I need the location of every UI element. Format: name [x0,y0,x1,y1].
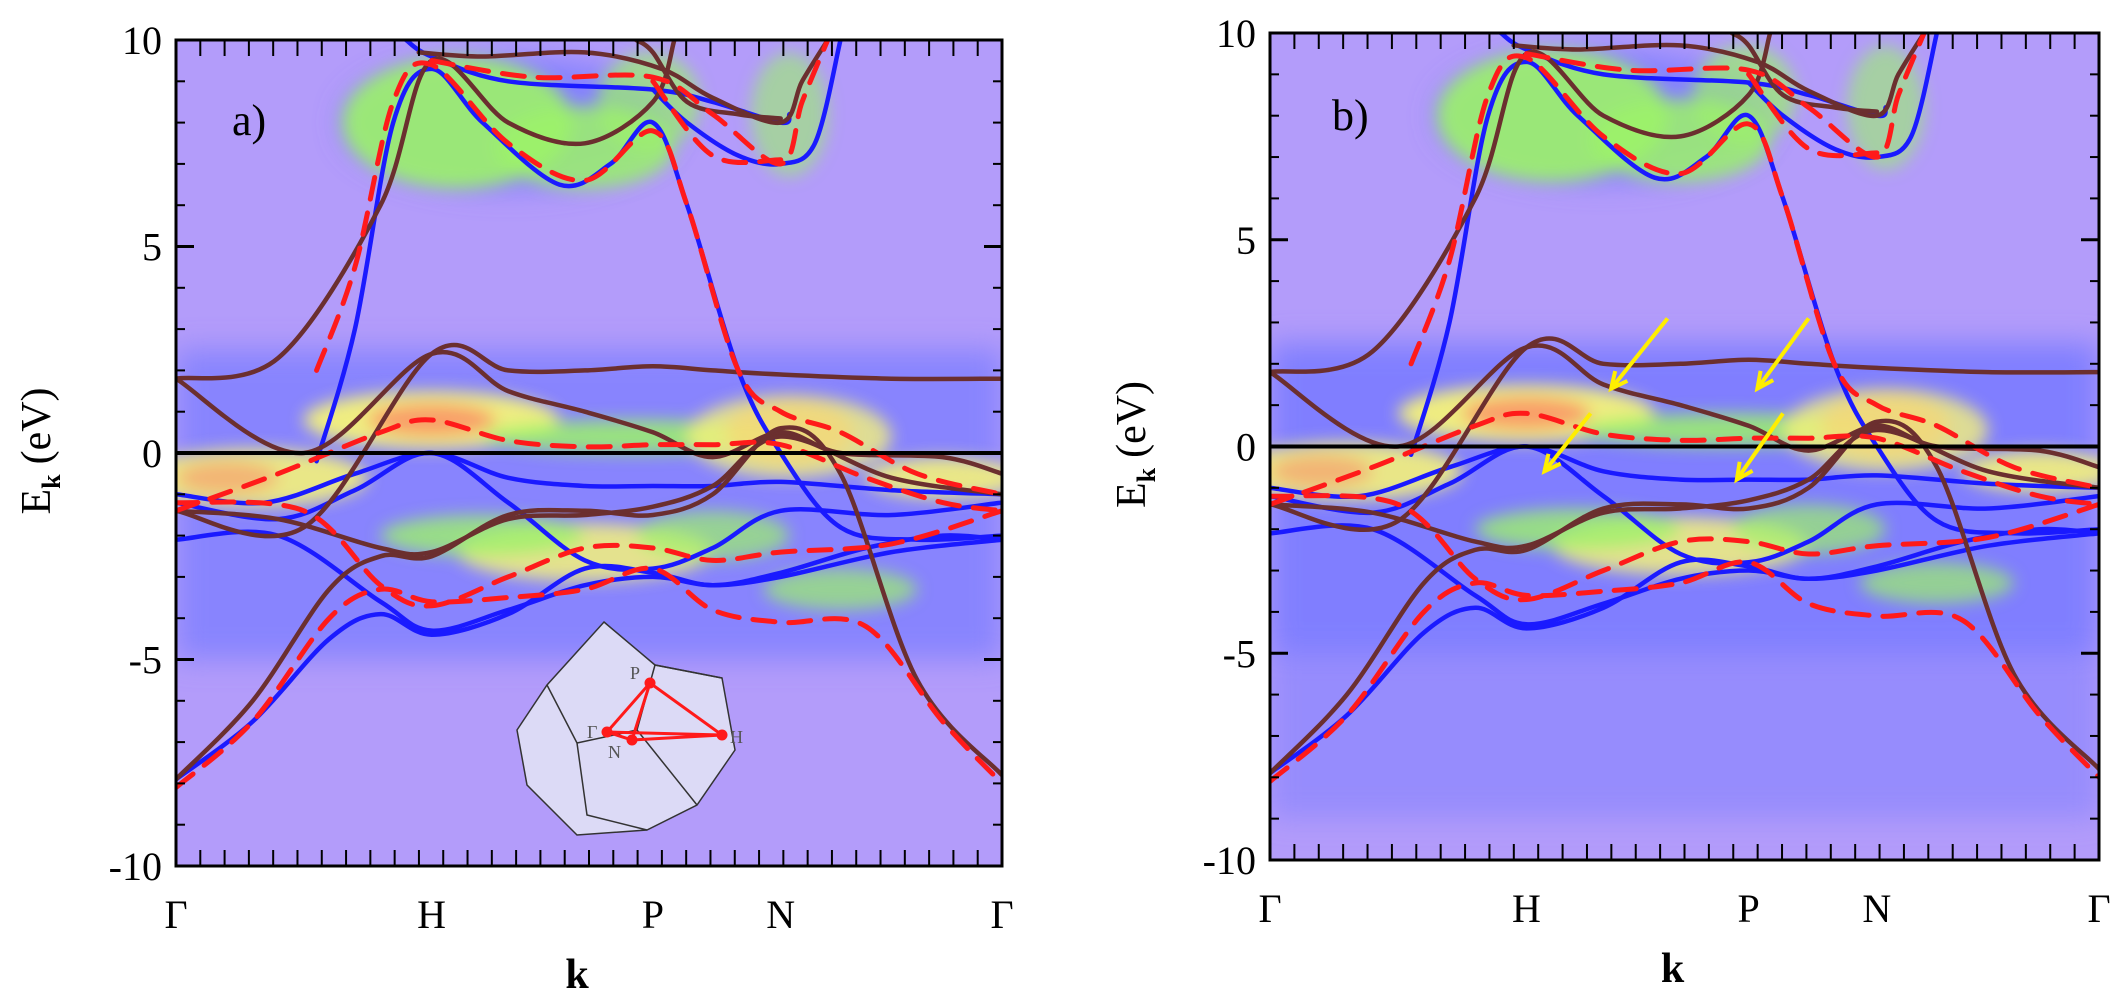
band-quasiparticle [429,40,831,167]
bz-point [644,677,656,689]
band-dft [1270,444,2099,500]
bz-label: P [630,663,640,683]
band-dft [1408,59,2099,536]
blue-band-region [176,349,1002,660]
y-tick-label: 5 [1236,218,1256,263]
band-quasiparticle [176,499,1002,609]
blue-lower-region [1270,653,2099,819]
band-quasiparticle [314,60,1002,497]
x-axis-label: k [1661,946,1685,992]
band-brown [176,342,1002,539]
x-tick-label: H [417,892,446,937]
bz-point [716,729,728,741]
band-brown [1270,336,2099,532]
x-tick-label: N [766,892,795,937]
band-quasiparticle [176,565,1002,791]
x-tick-label: Γ [164,892,187,937]
band-quasiparticle [1524,33,1927,160]
bz-point [601,726,613,738]
spectral-intensity-map [1270,33,2099,860]
yellow-arrow-head [1541,453,1562,475]
brillouin-zone-inset: P ΓN H [516,620,743,836]
yellow-arrow [1735,412,1785,481]
annotation-arrows [1541,317,1811,484]
x-axis-label: k [565,952,589,998]
x-tick-label: P [1737,886,1759,931]
bz-edge [654,664,723,679]
band-quasiparticle [1746,71,1880,159]
y-tick-label: 5 [142,225,162,270]
band-dft [176,450,1002,506]
y-tick-label: 0 [1236,425,1256,470]
y-axis-label: Ek (eV) [1109,381,1161,508]
intensity-blob [1731,504,1886,555]
yellow-arrow [1755,317,1811,390]
band-quasiparticle [1270,559,2099,784]
blue-band-region [1270,343,2099,654]
y-axis-label-sub: k [37,474,66,489]
y-tick-label: 0 [142,431,162,476]
band-quasiparticle [176,417,1002,514]
x-tick-label: Γ [990,892,1013,937]
band-brown [1270,33,1773,375]
intensity-blob [636,510,790,561]
band-brown [633,40,783,121]
bz-edge [636,729,698,806]
y-tick-label: 10 [122,18,162,63]
band-quasiparticle [650,78,784,166]
y-axis-label-sub: k [1132,467,1161,482]
band-brown [1729,33,1880,114]
intensity-blob [1270,454,1373,488]
y-axis-label-unit: (eV) [1109,381,1155,458]
bz-edge [546,684,648,831]
yellow-arrow-head [1754,370,1775,393]
band-brown [416,40,830,126]
bz-path [630,682,652,741]
intensity-blob [176,461,279,495]
intensity-blue-region [1270,49,2099,819]
x-tick-label: N [1862,886,1891,931]
panel-label: b) [1332,91,1369,140]
y-axis-label: Ek (eV) [14,387,66,514]
band-dft [176,529,1002,633]
y-tick-label: -10 [109,844,162,889]
y-tick-label: -5 [129,638,162,683]
y-tick-label: -10 [1203,838,1256,883]
band-brown [1511,33,1927,119]
bz-label: N [608,742,621,762]
band-quasiparticle [1408,53,2099,491]
y-tick-label: 10 [1216,11,1256,56]
yellow-arrow [1542,412,1593,473]
y-tick-label: -5 [1223,631,1256,676]
intensity-blob [1475,508,1681,550]
band-dft [1270,523,2099,627]
y-axis-label-unit: (eV) [14,387,60,464]
x-tick-label: Γ [1258,886,1281,931]
band-brown [176,40,677,381]
yellow-arrow-head [1608,370,1629,393]
band-dft [650,40,843,167]
x-tick-label: H [1512,886,1541,931]
bz-label: Γ [587,722,597,742]
spectral-intensity-map [176,40,1002,866]
yellow-arrow-head [1734,461,1754,484]
y-axis-label-main: E [1109,482,1155,508]
intensity-blob [380,514,585,557]
band-dft [314,66,1002,543]
y-axis-label-main: E [14,489,60,515]
panel-label: a) [232,96,266,145]
bz-label: H [730,727,743,747]
bz-point [626,734,638,746]
band-quasiparticle [1270,410,2099,507]
x-tick-label: P [642,892,664,937]
x-tick-label: Γ [2087,886,2110,931]
band-quasiparticle [1270,493,2099,603]
bz-path [603,680,727,737]
band-dft [1746,33,1940,160]
yellow-arrow [1609,317,1670,390]
